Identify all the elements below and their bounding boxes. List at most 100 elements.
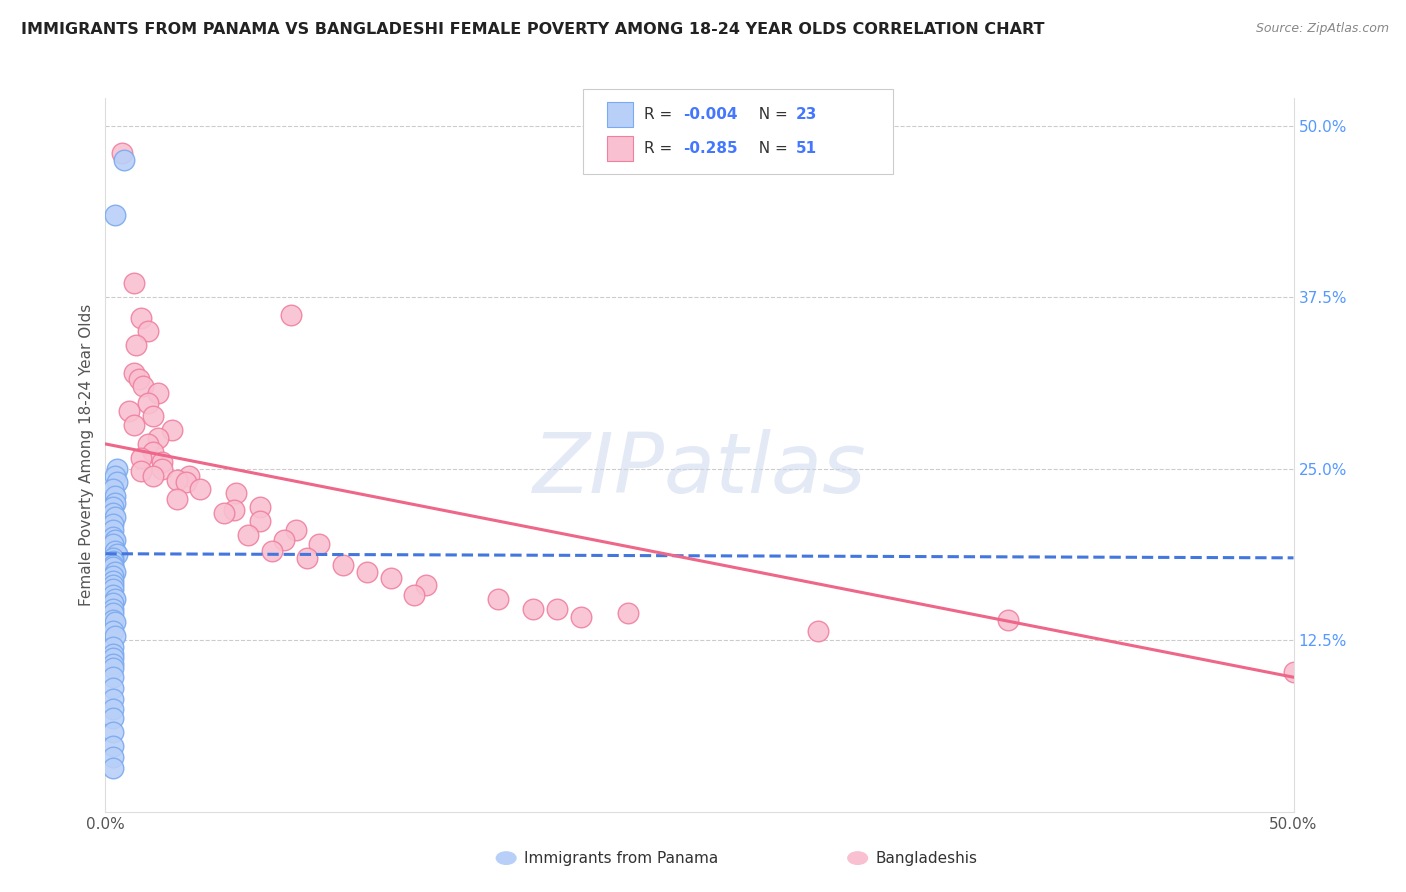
Text: N =: N = [749,107,793,122]
Point [101,692,124,706]
Point [332,558,354,572]
Point [104,208,127,222]
Point [101,596,124,610]
Point [105,475,128,490]
Text: -0.285: -0.285 [683,141,738,156]
Point [152,455,174,469]
Point [297,550,319,565]
Point [546,601,568,615]
Point [104,615,127,630]
Point [101,613,124,627]
Point [101,749,124,764]
Point [118,404,141,418]
Point [284,524,307,538]
Point [160,423,183,437]
Point [101,553,124,567]
Point [122,277,145,291]
Point [142,468,165,483]
Point [404,588,426,602]
Text: -0.004: -0.004 [683,107,738,122]
Point [101,506,124,520]
Point [225,486,247,500]
Point [569,610,592,624]
Point [142,445,165,459]
Point [104,496,127,510]
Point [129,450,152,465]
Point [260,544,283,558]
Point [101,574,124,589]
Point [101,568,124,582]
Point [415,578,437,592]
Point [101,578,124,592]
Point [104,592,127,607]
Point [273,533,295,547]
Point [136,396,159,410]
Point [166,473,188,487]
Text: R =: R = [644,107,678,122]
Point [101,640,124,654]
Text: IMMIGRANTS FROM PANAMA VS BANGLADESHI FEMALE POVERTY AMONG 18-24 YEAR OLDS CORRE: IMMIGRANTS FROM PANAMA VS BANGLADESHI FE… [21,22,1045,37]
Point [104,629,127,643]
Point [101,524,124,538]
Point [101,681,124,696]
Point [101,530,124,544]
Point [114,153,136,167]
Point [104,468,127,483]
Point [122,417,145,432]
Point [1282,665,1305,679]
Point [132,379,155,393]
Point [101,601,124,615]
Point [101,558,124,572]
Text: Source: ZipAtlas.com: Source: ZipAtlas.com [1256,22,1389,36]
Point [190,482,212,496]
Text: 23: 23 [796,107,817,122]
Point [174,475,197,490]
Text: R =: R = [644,141,678,156]
Point [101,582,124,597]
Text: Immigrants from Panama: Immigrants from Panama [524,851,718,865]
Point [125,338,148,352]
Point [101,500,124,514]
Point [142,409,165,424]
Point [280,308,302,322]
Point [104,544,127,558]
Point [101,725,124,739]
Text: ZIPatlas: ZIPatlas [533,429,866,509]
Point [146,432,169,446]
Point [380,571,402,585]
Point [101,606,124,620]
Point [101,657,124,671]
Point [111,146,134,161]
Point [249,500,271,514]
Point [166,491,188,506]
Point [101,624,124,638]
Point [101,670,124,684]
Point [101,651,124,665]
Point [122,366,145,380]
Point [104,565,127,579]
Point [104,489,127,503]
Point [101,550,124,565]
Point [522,601,544,615]
Point [129,464,152,478]
Y-axis label: Female Poverty Among 18-24 Year Olds: Female Poverty Among 18-24 Year Olds [79,304,94,606]
Point [101,560,124,574]
Point [105,547,128,561]
Point [486,592,509,607]
Point [101,660,124,674]
Point [249,514,271,528]
Point [128,372,150,386]
Point [807,624,830,638]
Point [105,461,128,475]
Point [177,468,200,483]
Point [101,711,124,725]
Point [101,537,124,551]
Point [136,325,159,339]
Point [236,527,259,541]
Point [617,606,640,620]
Point [146,386,169,401]
Point [222,503,245,517]
Point [356,565,378,579]
Point [101,482,124,496]
Point [997,613,1019,627]
